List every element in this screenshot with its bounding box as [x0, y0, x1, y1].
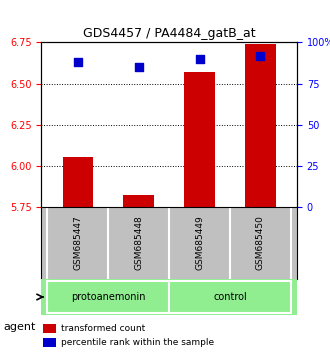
Bar [184, 72, 215, 207]
Text: agent: agent [3, 322, 36, 332]
Point [136, 64, 141, 70]
Point [258, 53, 263, 58]
Title: GDS4457 / PA4484_gatB_at: GDS4457 / PA4484_gatB_at [83, 27, 255, 40]
Bar [245, 44, 276, 207]
Point [197, 56, 202, 62]
Text: GSM685449: GSM685449 [195, 216, 204, 270]
FancyBboxPatch shape [169, 281, 291, 313]
Bar [123, 195, 154, 207]
Text: transformed count: transformed count [61, 324, 145, 333]
Text: protoanemonin: protoanemonin [71, 292, 146, 302]
Point [75, 59, 81, 65]
Text: GSM685450: GSM685450 [256, 215, 265, 270]
Text: GSM685447: GSM685447 [73, 216, 82, 270]
Text: percentile rank within the sample: percentile rank within the sample [61, 338, 214, 347]
Text: GSM685448: GSM685448 [134, 216, 143, 270]
FancyBboxPatch shape [47, 281, 169, 313]
Bar [63, 158, 93, 207]
Text: control: control [213, 292, 247, 302]
